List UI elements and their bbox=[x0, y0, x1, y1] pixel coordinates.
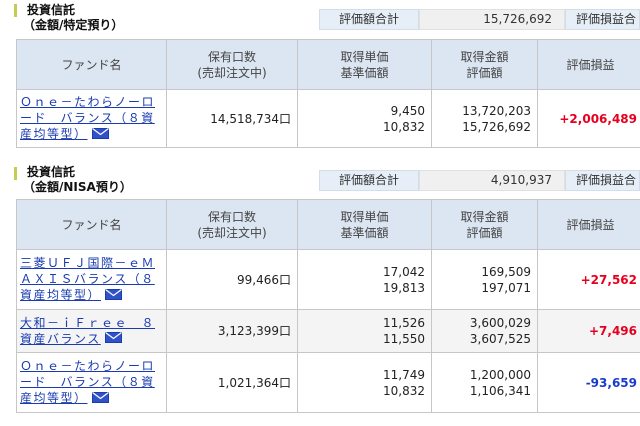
header-units: 保有口数 (売却注文中) bbox=[166, 39, 298, 90]
amount-cell: 1,200,000 1,106,341 bbox=[431, 352, 538, 413]
summary-value: 15,726,692 bbox=[419, 9, 565, 30]
section-title: 投資信託 （金額/NISA預り） bbox=[23, 165, 132, 195]
header-units-line2: (売却注文中) bbox=[197, 225, 267, 240]
header-units-line2: (売却注文中) bbox=[197, 65, 267, 80]
price-cell: 17,042 19,813 bbox=[297, 249, 432, 310]
summary-next-label: 評価損益合 bbox=[565, 170, 640, 191]
price-cell: 9,450 10,832 bbox=[297, 89, 432, 148]
market-value: 1,106,341 bbox=[469, 383, 531, 398]
summary-next-label: 評価損益合 bbox=[565, 9, 640, 30]
cost-price: 9,450 bbox=[390, 103, 425, 118]
table-header-row: ファンド名 保有口数 (売却注文中) 取得単価 基準価額 取得金額 評価額 評価損益 bbox=[16, 39, 640, 90]
units-cell: 14,518,734口 bbox=[166, 89, 298, 148]
fund-name-link[interactable]: Ｏｎｅ－たわらノーロード バランス（８資産均等型） bbox=[20, 95, 156, 142]
table-row: Ｏｎｅ－たわらノーロード バランス（８資産均等型） 14,518,734口 9,… bbox=[16, 89, 640, 148]
summary-label: 評価額合計 bbox=[319, 9, 419, 30]
header-units-line1: 保有口数 bbox=[207, 209, 256, 224]
fund-name-link[interactable]: 大和－ｉＦｒｅｅ ８資産バランス bbox=[20, 315, 156, 346]
nav-price: 10,832 bbox=[383, 119, 425, 134]
nav-price: 19,813 bbox=[383, 280, 425, 295]
header-fund-name: ファンド名 bbox=[16, 39, 167, 90]
fund-name-link[interactable]: 三菱ＵＦＪ国際－ｅＭＡＸＩＳバランス（８資産均等型） bbox=[20, 256, 156, 303]
cost-amount: 169,509 bbox=[481, 264, 531, 279]
header-profit-loss: 評価損益 bbox=[537, 199, 640, 250]
amount-cell: 3,600,029 3,607,525 bbox=[431, 309, 538, 353]
mail-icon[interactable] bbox=[105, 288, 123, 304]
units-cell: 1,021,364口 bbox=[166, 352, 298, 413]
table-row: Ｏｎｅ－たわらノーロード バランス（８資産均等型） 1,021,364口 11,… bbox=[16, 352, 640, 413]
header-units-line1: 保有口数 bbox=[207, 49, 256, 64]
section-title-line1: 投資信託 bbox=[27, 3, 76, 17]
header-amount: 取得金額 評価額 bbox=[431, 39, 538, 90]
fund-name-link[interactable]: Ｏｎｅ－たわらノーロード バランス（８資産均等型） bbox=[20, 359, 156, 406]
mail-icon[interactable] bbox=[104, 331, 122, 347]
fund-name-cell: 三菱ＵＦＪ国際－ｅＭＡＸＩＳバランス（８資産均等型） bbox=[16, 249, 167, 310]
header-amount-line1: 取得金額 bbox=[460, 49, 509, 64]
profit-loss-cell: +7,496 bbox=[537, 309, 640, 353]
cost-price: 17,042 bbox=[383, 264, 425, 279]
header-amount-line2: 評価額 bbox=[466, 65, 503, 80]
profit-loss-cell: +2,006,489 bbox=[537, 89, 640, 148]
cost-price: 11,749 bbox=[383, 367, 425, 382]
units-cell: 3,123,399口 bbox=[166, 309, 298, 353]
table-header-row: ファンド名 保有口数 (売却注文中) 取得単価 基準価額 取得金額 評価額 評価損益 bbox=[16, 199, 640, 250]
header-price: 取得単価 基準価額 bbox=[297, 199, 432, 250]
header-profit-loss: 評価損益 bbox=[537, 39, 640, 90]
nav-price: 10,832 bbox=[383, 383, 425, 398]
profit-loss-cell: +27,562 bbox=[537, 249, 640, 310]
section-title-line2: （金額/NISA預り） bbox=[23, 180, 132, 194]
cost-amount: 3,600,029 bbox=[469, 316, 531, 330]
cost-amount: 13,720,203 bbox=[462, 103, 531, 118]
amount-cell: 13,720,203 15,726,692 bbox=[431, 89, 538, 148]
section-title-line1: 投資信託 bbox=[27, 165, 76, 179]
header-amount: 取得金額 評価額 bbox=[431, 199, 538, 250]
profit-loss-cell: -93,659 bbox=[537, 352, 640, 413]
market-value: 15,726,692 bbox=[462, 119, 531, 134]
header-amount-line2: 評価額 bbox=[466, 225, 503, 240]
price-cell: 11,749 10,832 bbox=[297, 352, 432, 413]
holdings-table-nisa: ファンド名 保有口数 (売却注文中) 取得単価 基準価額 取得金額 評価額 評価損益 … bbox=[16, 199, 640, 413]
section-marker bbox=[14, 167, 17, 180]
fund-name-cell: 大和－ｉＦｒｅｅ ８資産バランス bbox=[16, 309, 167, 353]
header-amount-line1: 取得金額 bbox=[460, 209, 509, 224]
header-price-line2: 基準価額 bbox=[340, 225, 389, 240]
header-fund-name: ファンド名 bbox=[16, 199, 167, 250]
table-row: 大和－ｉＦｒｅｅ ８資産バランス 3,123,399口 11,526 11,550… bbox=[16, 309, 640, 353]
fund-name-cell: Ｏｎｅ－たわらノーロード バランス（８資産均等型） bbox=[16, 89, 167, 148]
mail-icon[interactable] bbox=[91, 127, 109, 143]
market-value: 197,071 bbox=[481, 280, 531, 295]
section-title: 投資信託 （金額/特定預り） bbox=[23, 3, 123, 33]
header-price: 取得単価 基準価額 bbox=[297, 39, 432, 90]
header-price-line1: 取得単価 bbox=[340, 209, 389, 224]
mail-icon[interactable] bbox=[91, 391, 109, 407]
cost-amount: 1,200,000 bbox=[469, 367, 531, 382]
header-price-line1: 取得単価 bbox=[340, 49, 389, 64]
summary-value: 4,910,937 bbox=[419, 170, 565, 191]
market-value: 3,607,525 bbox=[469, 332, 531, 346]
summary-label: 評価額合計 bbox=[319, 170, 419, 191]
header-price-line2: 基準価額 bbox=[340, 65, 389, 80]
header-units: 保有口数 (売却注文中) bbox=[166, 199, 298, 250]
nav-price: 11,550 bbox=[383, 332, 425, 346]
price-cell: 11,526 11,550 bbox=[297, 309, 432, 353]
units-cell: 99,466口 bbox=[166, 249, 298, 310]
cost-price: 11,526 bbox=[383, 316, 425, 330]
amount-cell: 169,509 197,071 bbox=[431, 249, 538, 310]
holdings-table-tokutei: ファンド名 保有口数 (売却注文中) 取得単価 基準価額 取得金額 評価額 評価損益 … bbox=[16, 39, 640, 148]
section-marker bbox=[14, 4, 17, 17]
section-title-line2: （金額/特定預り） bbox=[23, 18, 124, 32]
table-row: 三菱ＵＦＪ国際－ｅＭＡＸＩＳバランス（８資産均等型） 99,466口 17,04… bbox=[16, 249, 640, 310]
fund-name-cell: Ｏｎｅ－たわらノーロード バランス（８資産均等型） bbox=[16, 352, 167, 413]
